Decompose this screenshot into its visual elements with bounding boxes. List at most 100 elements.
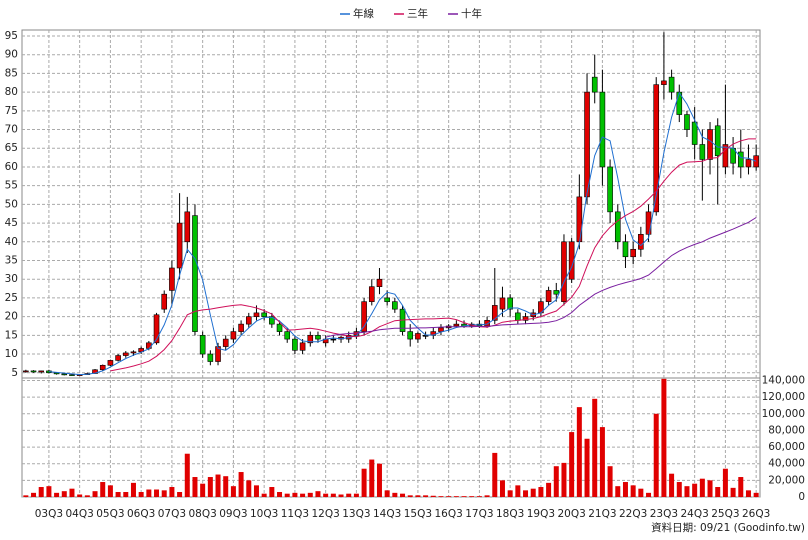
volume-tick-label: 20,000 xyxy=(768,474,805,486)
x-tick-label: 09Q3 xyxy=(219,508,247,520)
volume-bar xyxy=(376,463,382,497)
volume-bar xyxy=(622,482,628,497)
y-tick-label: 95 xyxy=(5,30,18,42)
volume-bar xyxy=(130,482,136,497)
volume-bar xyxy=(277,492,283,497)
volume-bar xyxy=(653,413,659,497)
volume-bar xyxy=(161,490,167,497)
candle-body xyxy=(714,125,721,157)
volume-bar xyxy=(146,489,152,497)
volume-bar xyxy=(507,490,513,497)
volume-bar xyxy=(430,495,436,497)
volume-panel xyxy=(21,377,761,498)
candle-body xyxy=(545,290,552,302)
y-tick-label: 20 xyxy=(5,311,18,323)
y-tick-label: 90 xyxy=(5,49,18,61)
x-tick-label: 04Q3 xyxy=(66,508,94,520)
volume-tick-label: 120,000 xyxy=(762,391,805,403)
candle-body xyxy=(661,80,667,85)
legend-label: 十年 xyxy=(461,7,482,20)
candle-body xyxy=(699,144,706,160)
x-tick-label: 19Q3 xyxy=(527,508,555,520)
x-tick-label: 05Q3 xyxy=(96,508,124,520)
candle-body xyxy=(599,91,606,168)
volume-bar xyxy=(722,468,728,497)
candle-body xyxy=(376,278,383,287)
x-tick-label: 16Q3 xyxy=(435,508,463,520)
volume-tick-label: 80,000 xyxy=(768,424,805,436)
x-tick-label: 17Q3 xyxy=(465,508,493,520)
volume-bar xyxy=(31,492,37,497)
volume-bar xyxy=(138,492,144,497)
volume-bar xyxy=(546,482,552,497)
volume-bar xyxy=(607,466,613,497)
volume-bar xyxy=(699,478,705,497)
x-tick-label: 20Q3 xyxy=(558,508,586,520)
candle-body xyxy=(261,312,267,317)
volume-bar xyxy=(107,485,113,497)
candle-body xyxy=(107,360,114,366)
volume-bar xyxy=(69,488,75,497)
volume-bar xyxy=(523,490,529,497)
volume-bar xyxy=(77,494,83,497)
volume-bar xyxy=(476,496,482,497)
candle-body xyxy=(184,211,191,243)
candle-body xyxy=(207,353,214,362)
candle-body xyxy=(38,370,45,373)
y-tick-label: 50 xyxy=(5,198,18,210)
volume-bar xyxy=(400,493,406,497)
y-tick-label: 85 xyxy=(5,67,18,79)
y-tick-label: 40 xyxy=(5,236,18,248)
volume-bar xyxy=(384,490,390,497)
volume-bar xyxy=(730,487,736,497)
y-tick-label: 55 xyxy=(5,180,18,192)
volume-tick-label: 60,000 xyxy=(768,441,805,453)
volume-bar xyxy=(123,492,129,497)
candle-body xyxy=(192,215,198,332)
candle-body xyxy=(607,166,613,213)
volume-bar xyxy=(692,483,698,497)
volume-bar xyxy=(615,486,621,497)
x-tick-label: 14Q3 xyxy=(373,508,401,520)
volume-bar xyxy=(177,492,183,497)
y-tick-label: 5 xyxy=(11,367,18,379)
volume-bar xyxy=(246,480,252,497)
volume-bar xyxy=(92,491,98,497)
volume-bar xyxy=(346,493,352,497)
candle-body xyxy=(638,234,644,250)
y-tick-label: 15 xyxy=(5,329,18,341)
volume-bar xyxy=(530,488,536,497)
volume-bar xyxy=(300,493,306,497)
volume-bar xyxy=(192,477,198,497)
y-tick-label: 70 xyxy=(5,124,18,136)
volume-bar xyxy=(469,496,475,497)
volume-bar xyxy=(330,493,336,497)
candle-body xyxy=(307,335,314,344)
candle-body xyxy=(61,373,68,376)
volume-bar xyxy=(584,438,590,497)
x-tick-label: 12Q3 xyxy=(312,508,340,520)
volume-bar xyxy=(207,477,213,497)
volume-bar xyxy=(392,492,398,497)
volume-bar xyxy=(169,487,175,497)
volume-bar xyxy=(484,495,490,497)
volume-bar xyxy=(230,486,236,497)
volume-bar xyxy=(215,474,221,497)
volume-bar xyxy=(438,496,444,497)
volume-bar xyxy=(238,472,244,497)
legend-label: 三年 xyxy=(407,7,428,20)
volume-bar xyxy=(515,485,521,497)
y-tick-label: 75 xyxy=(5,105,18,117)
volume-bar xyxy=(638,488,644,497)
candle-body xyxy=(130,351,137,354)
candle-body xyxy=(169,267,175,291)
candle-body xyxy=(491,305,498,321)
candle-body xyxy=(653,84,660,213)
candle-body xyxy=(691,121,698,145)
candle-body xyxy=(299,342,306,351)
candle-body xyxy=(176,222,183,269)
volume-bar xyxy=(446,496,452,497)
candle-body xyxy=(245,316,252,325)
volume-bar xyxy=(661,378,667,497)
